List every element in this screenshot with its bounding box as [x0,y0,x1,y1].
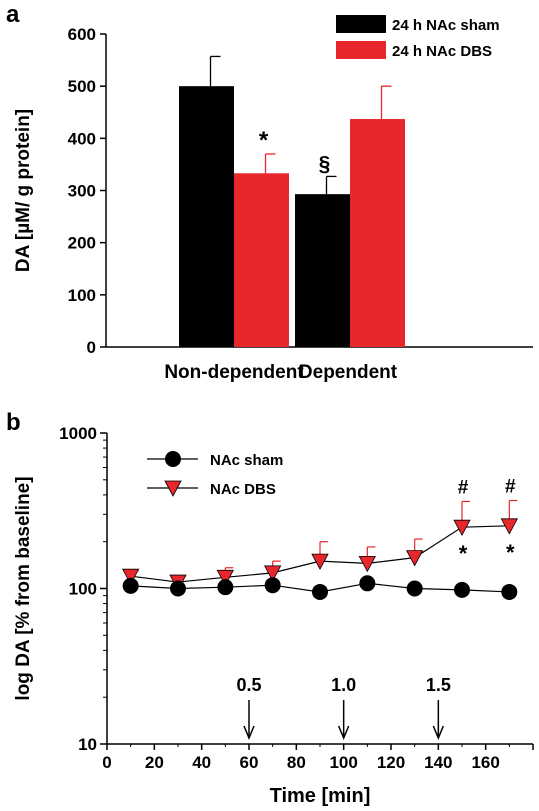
significance-mark: * [506,540,515,565]
y-tick-label: 500 [68,77,96,96]
x-tick-label: 80 [287,753,306,772]
x-axis-label: Time [min] [270,785,371,807]
x-tick-label: 60 [240,753,259,772]
arrow-head [337,725,350,740]
bar [295,194,350,347]
legend-label: 24 h NAc DBS [392,43,492,60]
y-axis-label: DA [µM/ g protein] [13,109,34,272]
panel-b-line-chart: b 10 100 1000 0 20 40 60 80 100 120 140 160 Time [min… [6,409,534,807]
arrow-label: 1.0 [331,675,356,695]
data-point [359,575,376,592]
y-tick-label: 10 [78,735,97,754]
x-tick-label: 100 [329,753,357,772]
arrow-head [243,725,255,740]
y-tick-label: 100 [69,580,97,599]
arrow-head [432,725,445,740]
x-category-label: Dependent [299,362,398,383]
data-point [122,568,140,586]
legend-label: NAc DBS [210,481,276,498]
x-tick-label: 40 [192,753,211,772]
significance-mark: * [259,127,269,154]
data-point [453,519,471,537]
y-tick-label: 200 [68,234,96,253]
data-point [264,577,281,594]
y-tick-label: 100 [68,286,96,305]
arrow-label: 1.5 [426,675,451,695]
panel-b-label: b [6,409,21,436]
x-tick-label: 120 [377,753,405,772]
significance-mark: * [459,541,468,566]
data-point [501,583,518,600]
data-point [122,577,139,594]
data-point [358,556,376,573]
y-tick-label: 300 [68,182,96,201]
data-point [500,518,518,535]
arrow-label: 0.5 [236,675,261,695]
data-point [170,580,186,597]
data-point [216,569,234,587]
data-point [311,553,329,570]
data-point [406,580,423,597]
legend-swatch [336,41,386,59]
significance-mark: § [319,152,331,175]
data-point [312,583,328,600]
data-point [217,579,234,596]
panel-a-label: a [6,1,20,28]
significance-mark: # [505,477,516,498]
bar [234,173,289,347]
y-tick-label: 0 [87,338,96,357]
significance-mark: # [458,477,469,498]
data-point [406,550,424,567]
x-tick-label: 140 [424,753,452,772]
y-tick-label: 600 [68,25,96,44]
legend-label: NAc sham [210,452,283,469]
data-point [454,581,470,598]
panel-a-bar-chart: a 0 100 200 300 400 500 600 DA [µM/ g protein] * N… [6,1,533,383]
y-tick-label: 1000 [59,424,97,443]
legend-label: 24 h NAc sham [392,17,500,34]
x-tick-label: 20 [145,753,164,772]
x-tick-label: 0 [102,753,111,772]
x-category-label: Non-dependent [164,362,304,383]
y-tick-label: 400 [68,129,96,148]
legend-marker [164,480,182,497]
legend-marker [165,451,181,467]
x-tick-label: 160 [471,753,499,772]
y-axis-label: log DA [% from baseline] [13,476,34,700]
bar [350,119,405,347]
bar [179,86,234,348]
legend-swatch [336,15,386,33]
data-point [264,565,282,582]
